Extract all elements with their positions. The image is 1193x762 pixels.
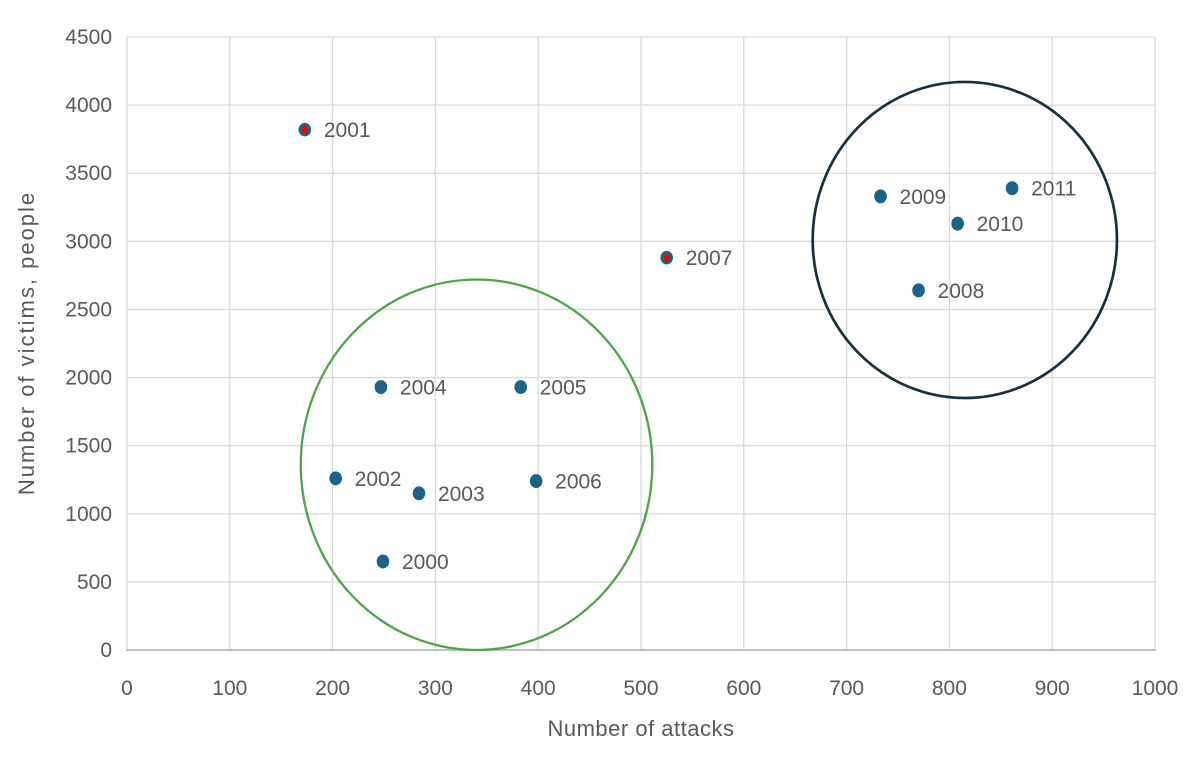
- y-tick-label: 2000: [65, 367, 112, 390]
- data-point-2003: [412, 486, 426, 501]
- point-label-2006: 2006: [555, 471, 602, 494]
- x-tick-label: 500: [623, 677, 658, 700]
- y-tick-label: 2500: [65, 298, 112, 321]
- data-point-2004: [374, 380, 388, 395]
- x-tick-label: 0: [121, 677, 133, 700]
- x-tick-label: 900: [1035, 677, 1070, 700]
- x-tick-label: 400: [521, 677, 556, 700]
- y-tick-label: 1000: [65, 503, 112, 526]
- x-tick-label: 100: [212, 677, 247, 700]
- point-label-2005: 2005: [540, 377, 587, 400]
- data-point-2000: [376, 554, 390, 569]
- y-tick-label: 3500: [65, 162, 112, 185]
- y-axis-title: Number of victims, people: [14, 190, 39, 496]
- cluster-ellipse-navy: [811, 80, 1119, 400]
- point-label-2007: 2007: [686, 247, 733, 270]
- y-tick-label: 1500: [65, 435, 112, 458]
- point-label-2001: 2001: [324, 119, 371, 142]
- point-label-2000: 2000: [402, 551, 449, 574]
- x-tick-label: 700: [829, 677, 864, 700]
- data-point-2006: [529, 474, 543, 489]
- x-tick-label: 600: [726, 677, 761, 700]
- y-tick-label: 3000: [65, 230, 112, 253]
- data-point-2002: [329, 471, 342, 486]
- x-tick-label: 800: [932, 677, 967, 700]
- y-tick-label: 500: [77, 571, 112, 594]
- point-label-2008: 2008: [938, 280, 985, 303]
- data-point-2007: [660, 250, 674, 265]
- y-tick-label: 0: [100, 639, 112, 662]
- point-label-2004: 2004: [400, 377, 447, 400]
- data-point-2008: [912, 283, 925, 298]
- point-label-2003: 2003: [438, 483, 485, 506]
- point-label-2009: 2009: [900, 186, 947, 209]
- data-point-2009: [874, 189, 887, 204]
- point-label-2011: 2011: [1031, 178, 1076, 201]
- x-tick-label: 200: [315, 677, 350, 700]
- data-point-2005: [514, 380, 528, 395]
- x-tick-label: 300: [418, 677, 453, 700]
- cluster-ellipse-green: [299, 278, 654, 652]
- point-label-2002: 2002: [355, 468, 402, 491]
- x-axis-title: Number of attacks: [547, 716, 735, 741]
- data-point-2001: [298, 122, 312, 137]
- data-point-2011: [1005, 181, 1019, 196]
- data-point-2010: [951, 216, 964, 231]
- y-tick-label: 4500: [65, 26, 112, 49]
- point-label-2010: 2010: [977, 213, 1024, 236]
- x-tick-label: 1000: [1132, 677, 1179, 700]
- y-tick-label: 4000: [65, 94, 112, 117]
